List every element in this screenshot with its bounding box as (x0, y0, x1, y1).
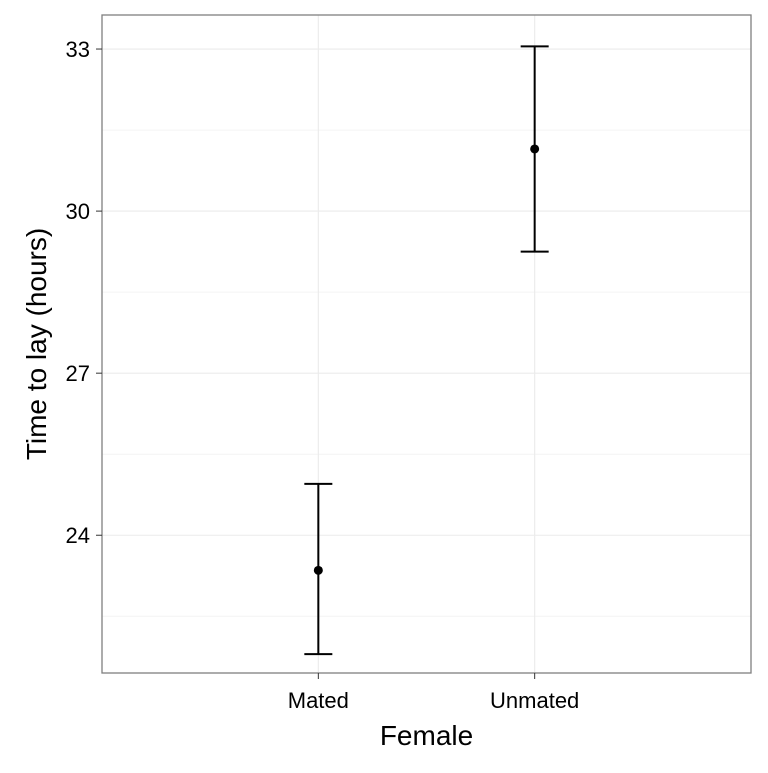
y-tick-label: 27 (66, 361, 90, 386)
y-tick-label: 24 (66, 523, 90, 548)
mean-point-unmated (530, 144, 540, 154)
y-axis-title: Time to lay (hours) (21, 228, 52, 460)
x-axis: Mated Unmated (288, 673, 579, 713)
minor-gridlines (102, 129, 751, 617)
mean-point-mated (313, 565, 323, 575)
x-axis-title: Female (380, 720, 473, 751)
error-bar-series (304, 45, 549, 656)
x-tick-label-mated: Mated (288, 688, 349, 713)
errorbar-group-unmated (520, 45, 549, 253)
major-gridlines (102, 15, 751, 673)
errorbar-group-mated (304, 482, 333, 656)
y-tick-label: 30 (66, 199, 90, 224)
x-tick-label-unmated: Unmated (490, 688, 579, 713)
y-tick-label: 33 (66, 37, 90, 62)
y-axis: 24 27 30 33 (66, 37, 102, 548)
panel-border (101, 14, 752, 674)
